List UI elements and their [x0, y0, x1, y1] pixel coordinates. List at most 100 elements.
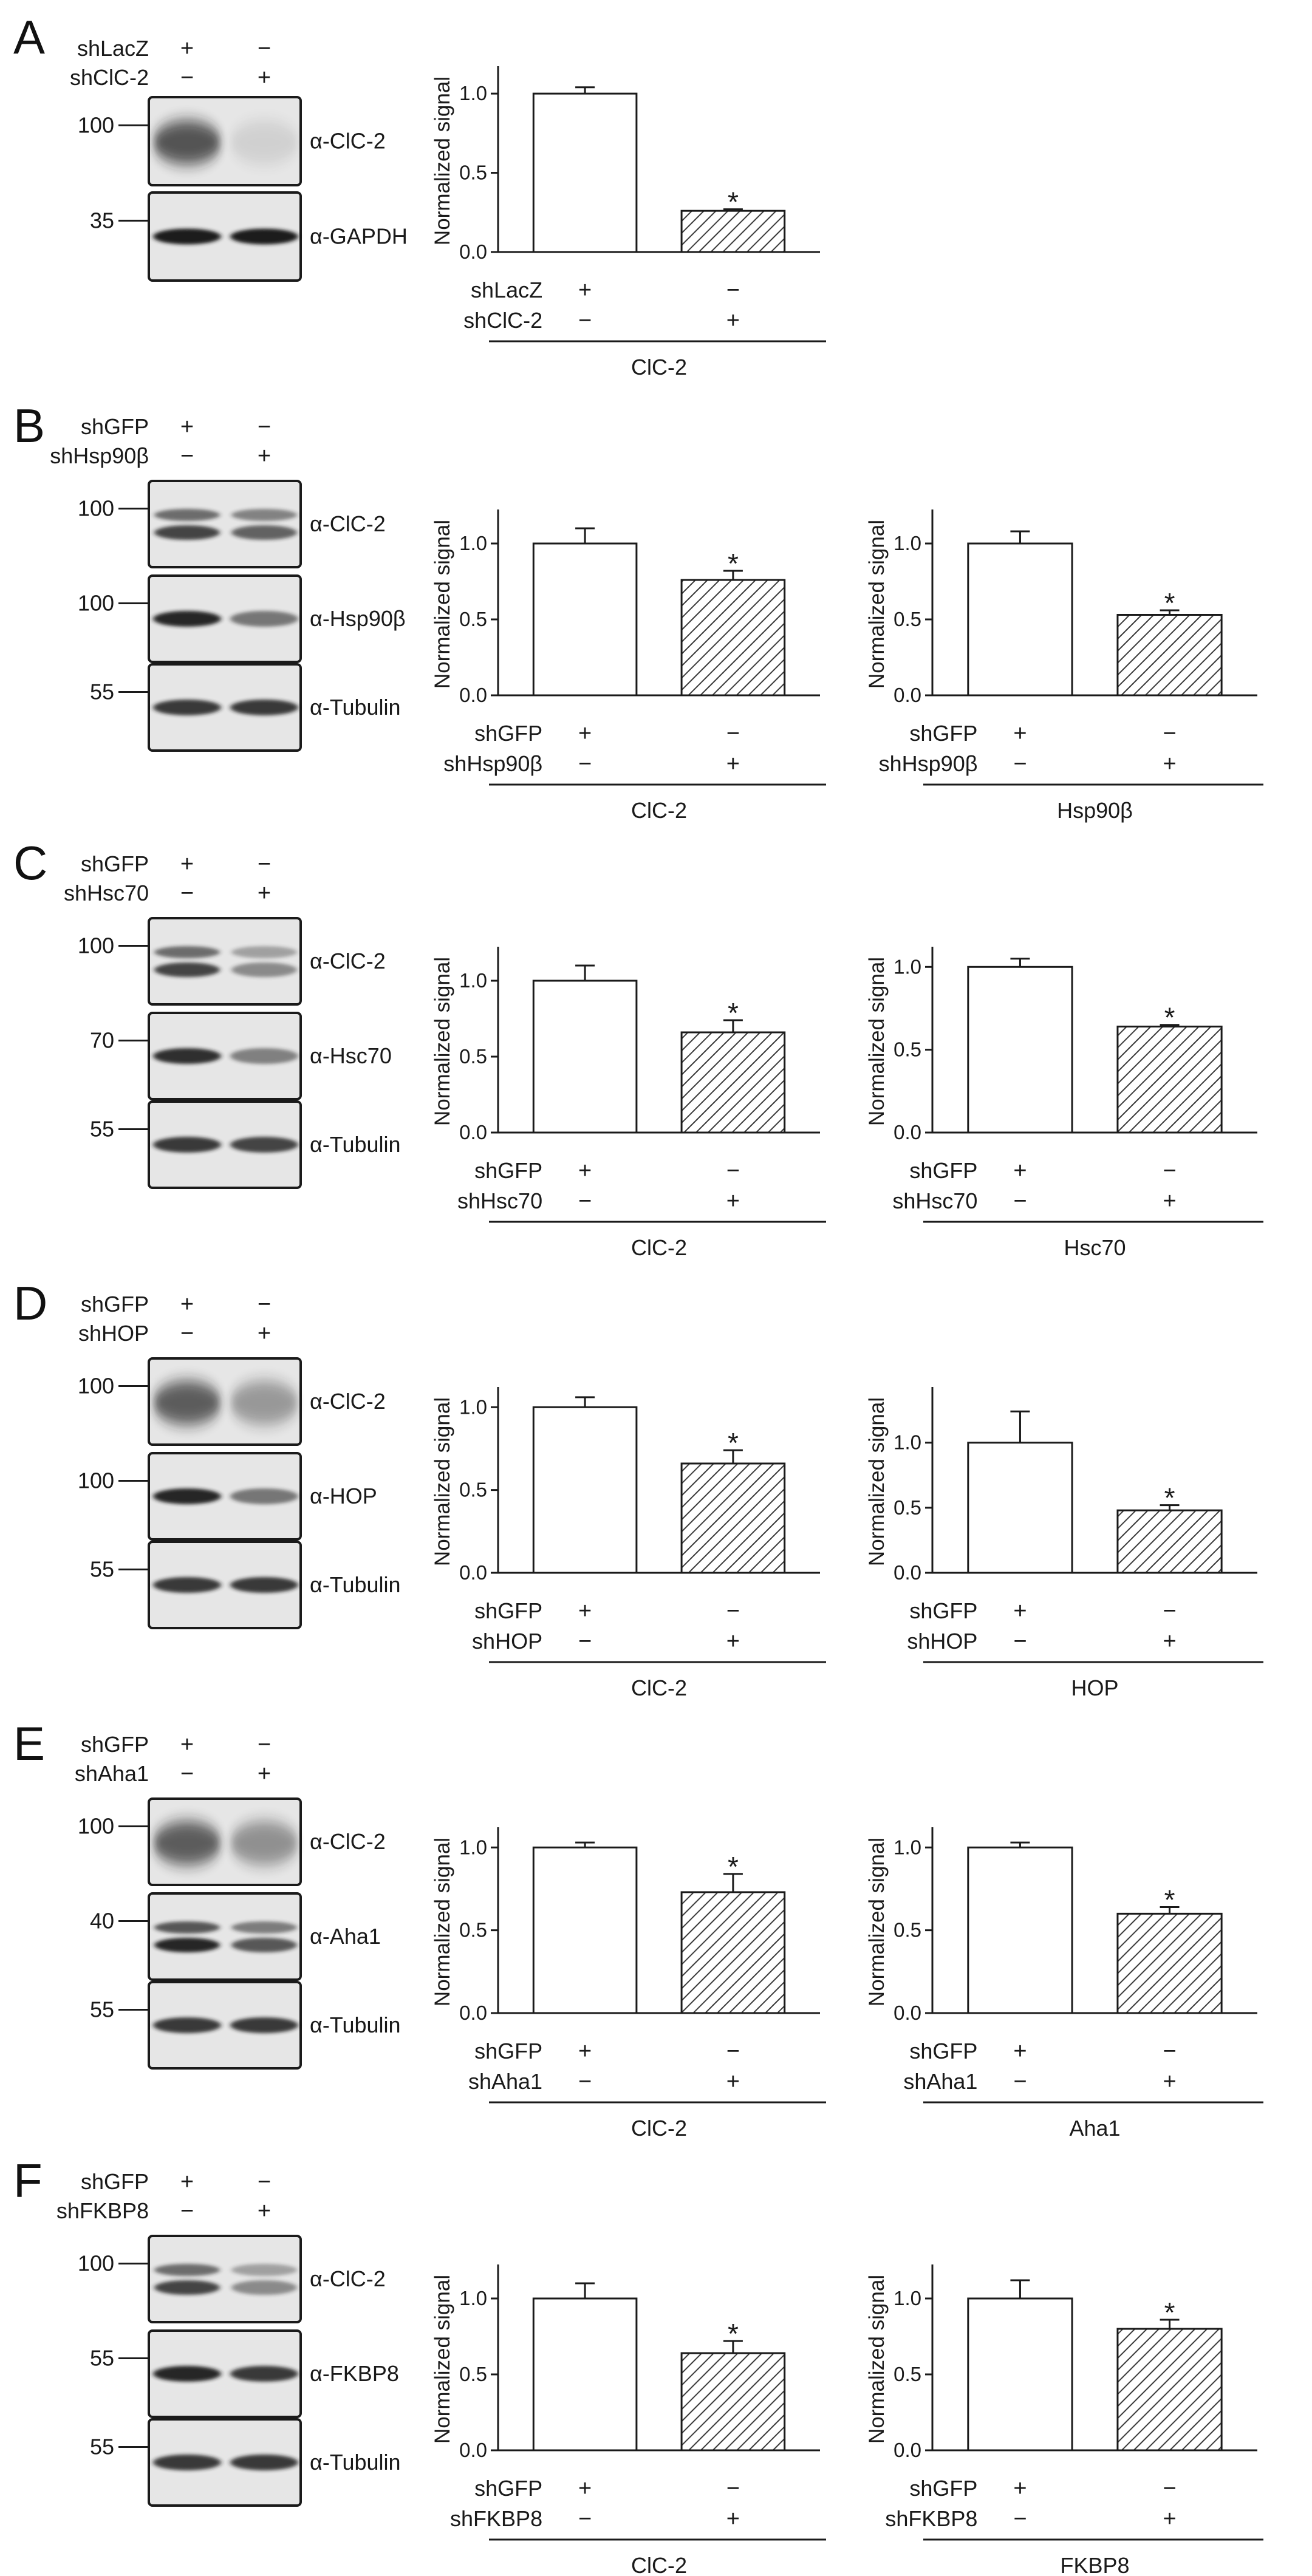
y-axis-title: Normalized signal: [865, 957, 889, 1126]
significance-star: *: [728, 1427, 739, 1459]
bar-control: [967, 1442, 1073, 1574]
header-sign: −: [180, 2198, 194, 2224]
condition-label-control: shGFP: [909, 2476, 977, 2501]
y-tick-label: 0.5: [459, 608, 487, 630]
condition-label-knockdown: shHsp90β: [443, 751, 542, 776]
blot-membrane: [148, 480, 302, 568]
header-sign: −: [258, 2169, 271, 2195]
antibody-label: α-Tubulin: [310, 1572, 401, 1597]
header-sign: +: [180, 1732, 194, 1757]
y-axis-title: Normalized signal: [865, 1397, 889, 1566]
condition-label-knockdown: shHOP: [907, 1629, 977, 1654]
sign-row1: −: [726, 2039, 740, 2064]
header-knockdown-label: shHsp90β: [50, 443, 149, 468]
band-lane-2: [230, 1577, 298, 1593]
header-sign: +: [258, 65, 271, 90]
blot-membrane: [148, 2235, 302, 2323]
band-lane-1-lower: [154, 1938, 220, 1952]
header-sign: +: [258, 2198, 271, 2224]
band-lane-2: [230, 700, 298, 715]
header-sign: −: [180, 881, 194, 906]
sign-row2: +: [726, 308, 740, 333]
blot-aha1: 40 α-Aha1: [90, 1892, 381, 1981]
blot-membrane: [148, 917, 302, 1006]
y-tick-label: 1.0: [893, 532, 921, 554]
sign-row1: −: [1163, 1158, 1176, 1184]
header-sign: +: [258, 1321, 271, 1346]
bar-knockdown: [680, 1462, 786, 1574]
blot-clc-2: 100 α-ClC-2: [78, 1357, 386, 1446]
sign-row1: −: [1163, 721, 1176, 746]
significance-star: *: [728, 997, 739, 1029]
bar-control: [967, 2297, 1073, 2452]
mw-marker: 100: [78, 2251, 114, 2275]
significance-star: *: [728, 186, 739, 218]
bar-control: [967, 542, 1073, 697]
header-control-label: shGFP: [81, 1732, 149, 1757]
blot-tubulin: 55 α-Tubulin: [90, 663, 401, 752]
bar-knockdown: [1116, 1912, 1223, 2014]
header-sign: −: [180, 443, 194, 469]
band-lane-2: [230, 120, 298, 165]
y-tick-label: 0.5: [459, 1479, 487, 1501]
target-label: HOP: [1071, 1675, 1118, 1700]
sign-row2: −: [578, 2069, 592, 2094]
y-tick-label: 0.0: [459, 1121, 487, 1143]
blot-clc-2: 100 α-ClC-2: [78, 1797, 386, 1886]
band-lane-1: [153, 700, 221, 715]
y-axis-title: Normalized signal: [865, 2275, 889, 2444]
y-axis-title: Normalized signal: [431, 1397, 454, 1566]
mw-marker: 40: [90, 1908, 114, 1933]
condition-label-control: shGFP: [909, 1598, 977, 1623]
header-sign: −: [180, 1321, 194, 1346]
target-label: ClC-2: [631, 2553, 687, 2576]
band-lane-1-lower: [154, 963, 220, 977]
y-tick-label: 1.0: [893, 2287, 921, 2309]
blot-tubulin: 55 α-Tubulin: [90, 1100, 401, 1189]
band-lane-2-upper: [231, 946, 297, 958]
y-tick-label: 0.5: [893, 608, 921, 630]
band-lane-2: [230, 228, 298, 245]
bar-control: [967, 966, 1073, 1134]
sign-row1: −: [1163, 2476, 1176, 2501]
antibody-label: α-HOP: [310, 1484, 377, 1508]
header-sign: +: [258, 881, 271, 906]
sign-row1: +: [1013, 1158, 1027, 1184]
band-lane-2: [230, 1381, 298, 1425]
mw-marker: 100: [78, 1468, 114, 1493]
blot-hsp90-: 100 α-Hsp90β: [78, 574, 406, 663]
band-lane-1: [153, 2455, 221, 2470]
band-lane-2: [230, 1137, 298, 1153]
sign-row1: −: [1163, 2039, 1176, 2064]
condition-label-control: shGFP: [474, 1598, 542, 1623]
y-axis-title: Normalized signal: [431, 77, 454, 245]
band-lane-1: [153, 2017, 221, 2033]
mw-marker: 100: [78, 1373, 114, 1398]
condition-label-control: shLacZ: [471, 278, 542, 302]
blot-membrane: [148, 1100, 302, 1189]
mw-marker: 100: [78, 112, 114, 137]
header-control-label: shGFP: [81, 414, 149, 439]
condition-label-control: shGFP: [474, 721, 542, 746]
band-lane-1: [153, 228, 221, 245]
header-sign: +: [180, 36, 194, 61]
band-lane-2-lower: [231, 1938, 297, 1952]
header-sign: −: [180, 65, 194, 90]
blot-membrane: [148, 2329, 302, 2418]
y-tick-label: 1.0: [893, 1431, 921, 1454]
condition-label-knockdown: shHsc70: [892, 1188, 977, 1213]
panel-letter: B: [13, 399, 45, 452]
band-lane-2-upper: [231, 509, 297, 521]
antibody-label: α-ClC-2: [310, 511, 386, 536]
sign-row2: +: [726, 2069, 740, 2094]
panel-letter: D: [13, 1276, 47, 1330]
header-sign: −: [258, 1732, 271, 1757]
header-control-label: shGFP: [81, 1292, 149, 1317]
bar-control: [532, 1406, 638, 1574]
target-label: Hsp90β: [1057, 798, 1133, 823]
mw-marker: 55: [90, 2434, 114, 2459]
y-tick-label: 0.5: [459, 2363, 487, 2385]
band-lane-1: [153, 1821, 221, 1865]
